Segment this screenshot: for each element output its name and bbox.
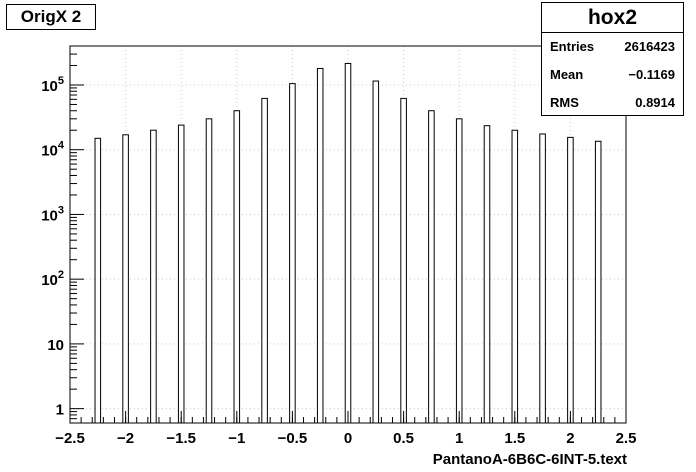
histogram-bar — [261, 97, 268, 424]
y-tick-label: 102 — [41, 269, 64, 289]
histogram-bar — [316, 67, 324, 424]
histogram-bar — [177, 124, 185, 424]
histogram-bar — [94, 137, 102, 424]
canvas-title: OrigX 2 — [6, 4, 96, 30]
histogram-bar — [344, 62, 352, 424]
y-tick-label: 10 — [47, 337, 64, 354]
stats-value: 0.8914 — [635, 95, 675, 110]
y-axis: 1 10 102 103 104 105 — [41, 53, 84, 424]
histogram-bar — [122, 134, 129, 424]
stats-key: Entries — [550, 39, 595, 54]
stats-value: −0.1169 — [628, 67, 675, 82]
x-tick-label: 1 — [455, 430, 463, 447]
x-tick-label: −2.5 — [55, 430, 85, 447]
histogram-bars — [94, 62, 602, 424]
histogram-bar — [511, 129, 519, 424]
x-tick-label: 0 — [344, 430, 352, 447]
x-tick-label: −2 — [117, 430, 134, 447]
stats-row-mean: Mean −0.1169 — [542, 61, 683, 89]
histogram-bar — [567, 136, 574, 424]
histogram-bar — [233, 110, 241, 424]
x-tick-label: −1.5 — [166, 430, 196, 447]
histogram-bar — [428, 110, 435, 424]
x-tick-label: −0.5 — [278, 430, 308, 447]
x-tick-label: −1 — [228, 430, 245, 447]
stats-histogram-name: hox2 — [542, 3, 683, 33]
histogram-bar — [289, 83, 296, 424]
x-tick-label: 2.5 — [616, 430, 637, 447]
histogram-bar — [594, 140, 602, 424]
histogram-bar — [455, 118, 463, 424]
y-tick-label: 103 — [41, 204, 64, 224]
x-tick-label: 1.5 — [504, 430, 525, 447]
histogram-bar — [539, 133, 546, 424]
stats-row-rms: RMS 0.8914 — [542, 89, 683, 117]
y-tick-label: 1 — [56, 402, 64, 419]
y-tick-label: 104 — [41, 140, 65, 160]
histogram-bar — [483, 125, 491, 424]
stats-box: hox2 Entries 2616423 Mean −0.1169 RMS 0.… — [541, 2, 684, 116]
stats-key: RMS — [550, 95, 579, 110]
x-tick-label: 0.5 — [393, 430, 414, 447]
y-tick-label: 105 — [41, 75, 64, 95]
histogram-bar — [372, 80, 380, 424]
histogram-bar — [205, 118, 213, 424]
stats-key: Mean — [550, 67, 584, 82]
histogram-bar — [150, 129, 157, 424]
x-axis: −2.5 −2 −1.5 −1 −0.5 0 0.5 1 1.5 2 2.5 — [55, 411, 636, 447]
stats-value: 2616423 — [624, 39, 675, 54]
x-axis-label: PantanoA-6B6C-6INT-5.text — [432, 451, 627, 468]
stats-row-entries: Entries 2616423 — [542, 33, 683, 61]
histogram-bar — [400, 97, 407, 424]
x-tick-label: 2 — [566, 430, 574, 447]
